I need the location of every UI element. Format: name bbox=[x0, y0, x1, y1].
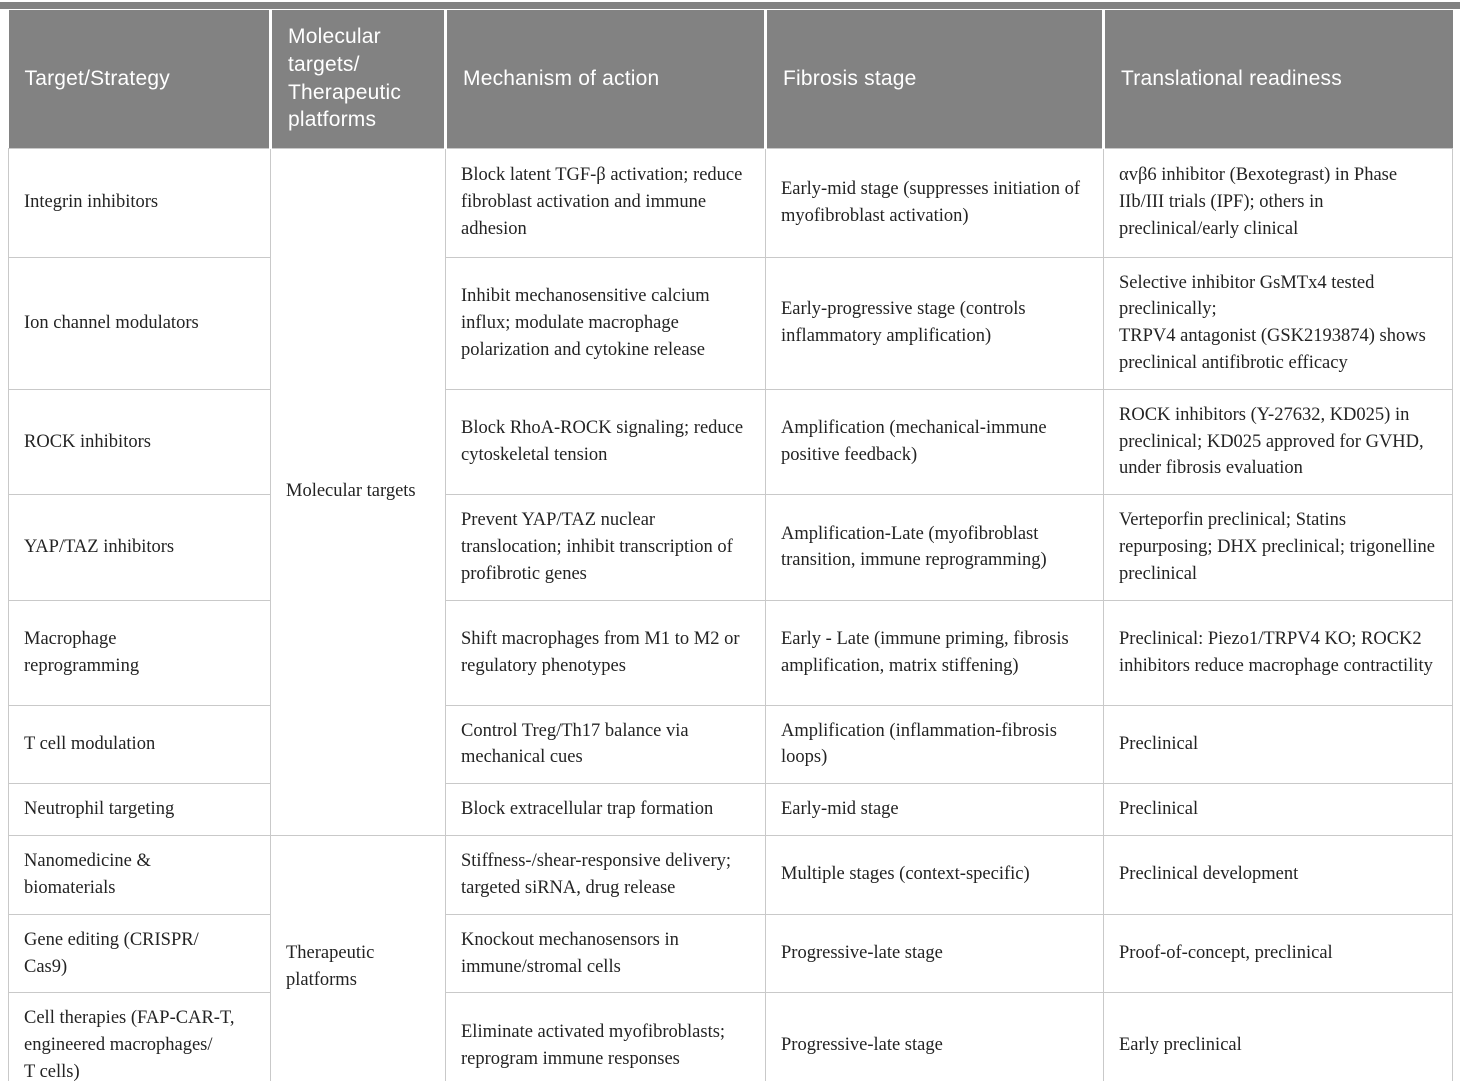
cell-fibrosis-stage: Progressive-late stage bbox=[765, 913, 1104, 994]
table-top-rule bbox=[0, 2, 1460, 9]
cell-target-strategy: YAP/TAZ inhibitors bbox=[8, 494, 271, 601]
header-translational-readiness: Translational readiness bbox=[1103, 10, 1453, 148]
header-mechanism-of-action: Mechanism of action bbox=[445, 10, 767, 148]
cell-target-strategy: Cell therapies (FAP-CAR-T, engineered ma… bbox=[8, 992, 271, 1081]
cell-translational-readiness: Early preclinical bbox=[1103, 992, 1453, 1081]
cell-target-strategy: Integrin inhibitors bbox=[8, 147, 271, 258]
cell-group-label: Therapeutic platforms bbox=[270, 835, 446, 1081]
table-row: Cell therapies (FAP-CAR-T, engineered ma… bbox=[8, 992, 1453, 1081]
cell-translational-readiness: Verteporfin preclinical; Statins repurpo… bbox=[1103, 494, 1453, 601]
cell-translational-readiness: Selective inhibitor GsMTx4 tested precli… bbox=[1103, 256, 1453, 390]
cell-mechanism: Stiffness-/shear-responsive delivery; ta… bbox=[445, 835, 766, 915]
cell-mechanism: Block RhoA-ROCK signaling; reduce cytosk… bbox=[445, 388, 766, 496]
cell-fibrosis-stage: Progressive-late stage bbox=[765, 992, 1104, 1081]
table-row: ROCK inhibitors Block RhoA-ROCK signaling… bbox=[8, 388, 1453, 496]
header-row: Target/Strategy Molecular targets/ Thera… bbox=[8, 10, 1453, 148]
cell-target-strategy: ROCK inhibitors bbox=[8, 388, 271, 496]
cell-target-strategy: Gene editing (CRISPR/ Cas9) bbox=[8, 913, 271, 994]
cell-target-strategy: Ion channel modulators bbox=[8, 256, 271, 390]
table-row: Ion channel modulators Inhibit mechanosen… bbox=[8, 256, 1453, 390]
cell-mechanism: Control Treg/Th17 balance via mechanical… bbox=[445, 704, 766, 785]
cell-target-strategy: T cell modulation bbox=[8, 704, 271, 785]
cell-fibrosis-stage: Amplification-Late (myofibroblast transi… bbox=[765, 494, 1104, 601]
cell-fibrosis-stage: Early-mid stage (suppresses initiation o… bbox=[765, 147, 1104, 258]
table-row: Neutrophil targeting Block extracellular … bbox=[8, 783, 1453, 837]
cell-fibrosis-stage: Amplification (inflammation-fibrosis loo… bbox=[765, 704, 1104, 785]
table-row: YAP/TAZ inhibitors Prevent YAP/TAZ nuclea… bbox=[8, 494, 1453, 601]
table-row: Nanomedicine & biomaterials Therapeutic p… bbox=[8, 835, 1453, 1081]
cell-mechanism: Eliminate activated myofibroblasts; repr… bbox=[445, 992, 766, 1081]
therapeutics-table: Target/Strategy Molecular targets/ Thera… bbox=[8, 10, 1453, 1081]
cell-target-strategy: Nanomedicine & biomaterials bbox=[8, 835, 271, 915]
table-row: T cell modulation Control Treg/Th17 balan… bbox=[8, 704, 1453, 785]
cell-translational-readiness: ROCK inhibitors (Y-27632, KD025) in prec… bbox=[1103, 388, 1453, 496]
header-target-strategy: Target/Strategy bbox=[8, 10, 272, 148]
table-row: Integrin inhibitors Molecular targets Bloc… bbox=[8, 147, 1453, 837]
cell-fibrosis-stage: Amplification (mechanical-immune positiv… bbox=[765, 388, 1104, 496]
cell-mechanism: Inhibit mechanosensitive calcium influx;… bbox=[445, 256, 766, 390]
cell-mechanism: Shift macrophages from M1 to M2 or regul… bbox=[445, 599, 766, 706]
cell-translational-readiness: Preclinical bbox=[1103, 783, 1453, 837]
header-fibrosis-stage: Fibrosis stage bbox=[765, 10, 1105, 148]
cell-target-strategy: Neutrophil targeting bbox=[8, 783, 271, 837]
cell-mechanism: Prevent YAP/TAZ nuclear translocation; i… bbox=[445, 494, 766, 601]
cell-fibrosis-stage: Multiple stages (context-specific) bbox=[765, 835, 1104, 915]
cell-group-label: Molecular targets bbox=[270, 147, 446, 837]
table-row: Macrophage reprogramming Shift macrophage… bbox=[8, 599, 1453, 706]
header-molecular-targets-platforms: Molecular targets/ Therapeutic platforms bbox=[270, 10, 447, 148]
cell-translational-readiness: Proof-of-concept, preclinical bbox=[1103, 913, 1453, 994]
cell-fibrosis-stage: Early-progressive stage (controls inflam… bbox=[765, 256, 1104, 390]
cell-mechanism: Block latent TGF-β activation; reduce fi… bbox=[445, 147, 766, 258]
table-row: Gene editing (CRISPR/ Cas9) Knockout mech… bbox=[8, 913, 1453, 994]
cell-target-strategy: Macrophage reprogramming bbox=[8, 599, 271, 706]
cell-translational-readiness: Preclinical development bbox=[1103, 835, 1453, 915]
cell-fibrosis-stage: Early-mid stage bbox=[765, 783, 1104, 837]
cell-mechanism: Block extracellular trap formation bbox=[445, 783, 766, 837]
cell-translational-readiness: αvβ6 inhibitor (Bexotegrast) in Phase II… bbox=[1103, 147, 1453, 258]
cell-translational-readiness: Preclinical: Piezo1/TRPV4 KO; ROCK2 inhi… bbox=[1103, 599, 1453, 706]
cell-mechanism: Knockout mechanosensors in immune/stroma… bbox=[445, 913, 766, 994]
cell-translational-readiness: Preclinical bbox=[1103, 704, 1453, 785]
cell-fibrosis-stage: Early - Late (immune priming, fibrosis a… bbox=[765, 599, 1104, 706]
